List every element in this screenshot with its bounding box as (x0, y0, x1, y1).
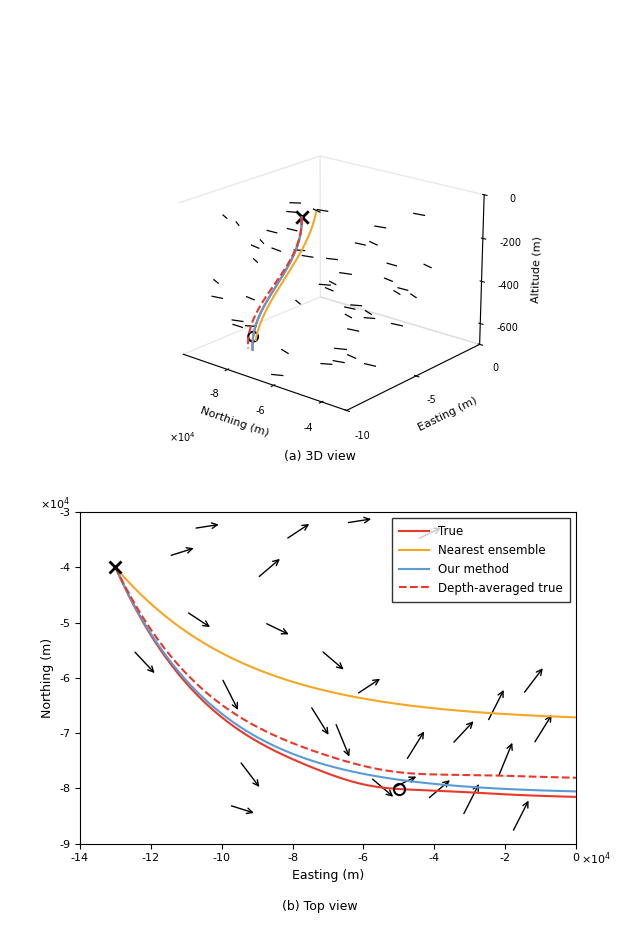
Legend: True, Nearest ensemble, Our method, Depth-averaged true: True, Nearest ensemble, Our method, Dept… (392, 518, 570, 602)
Text: $\times10^4$: $\times10^4$ (169, 430, 195, 445)
Text: $\times10^4$: $\times10^4$ (40, 496, 70, 512)
Y-axis label: Northing (m): Northing (m) (40, 638, 54, 718)
X-axis label: Northing (m): Northing (m) (199, 406, 270, 439)
Text: $\times10^4$: $\times10^4$ (581, 850, 611, 867)
X-axis label: Easting (m): Easting (m) (292, 869, 364, 882)
Text: (a) 3D view: (a) 3D view (284, 449, 356, 463)
Y-axis label: Easting (m): Easting (m) (417, 395, 479, 433)
Text: (b) Top view: (b) Top view (282, 900, 358, 913)
